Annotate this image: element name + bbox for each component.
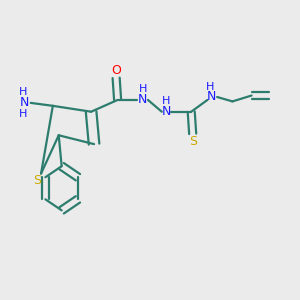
- Text: N: N: [161, 105, 171, 118]
- Text: N: N: [207, 91, 217, 103]
- Text: H: H: [162, 95, 170, 106]
- Text: H: H: [19, 87, 28, 97]
- Text: S: S: [33, 173, 41, 187]
- Text: H: H: [139, 84, 147, 94]
- Text: N: N: [20, 96, 29, 110]
- Text: N: N: [138, 93, 147, 106]
- Text: O: O: [111, 64, 121, 77]
- Text: H: H: [19, 109, 28, 119]
- Text: H: H: [206, 82, 214, 92]
- Text: S: S: [189, 135, 197, 148]
